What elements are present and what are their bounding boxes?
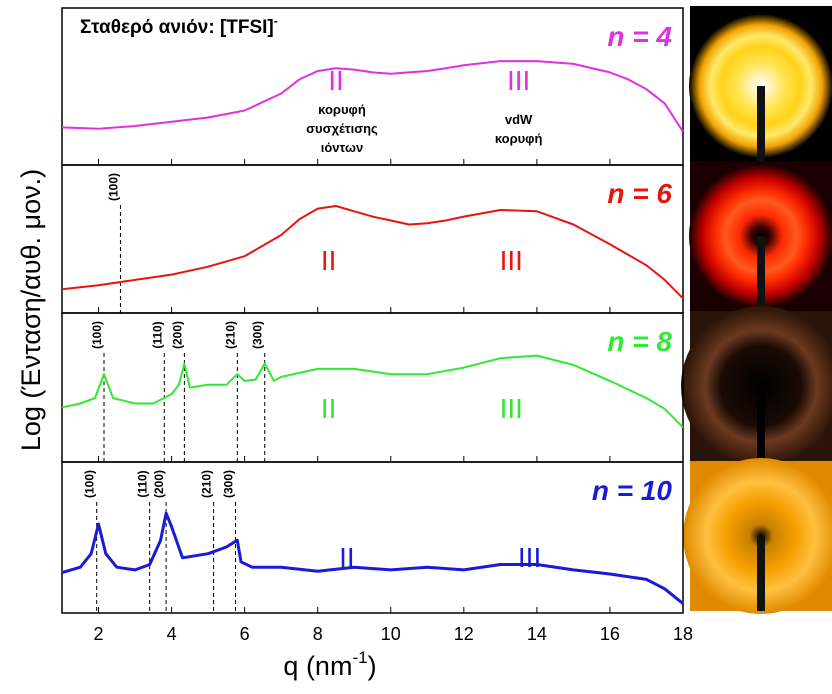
peak-annotation: vdW	[505, 112, 533, 127]
peak-label: II	[339, 542, 355, 573]
reflection-label: (100)	[83, 470, 97, 498]
reflection-label: (210)	[223, 321, 237, 349]
peak-label: II	[328, 65, 344, 96]
beamstop	[757, 536, 765, 611]
beamstop	[757, 236, 765, 311]
series-line	[61, 60, 684, 133]
x-tick-label: 8	[313, 624, 323, 644]
peak-label: III	[500, 393, 523, 424]
y-axis-label: Log (Ένταση/αυθ. μον.)	[16, 169, 46, 451]
x-label-text: q (nm	[283, 651, 352, 681]
reflection-label: (100)	[106, 173, 120, 201]
reflection-label: (100)	[90, 321, 104, 349]
reflection-label: (300)	[222, 470, 236, 498]
x-tick-label: 12	[454, 624, 474, 644]
peak-label: II	[321, 245, 337, 276]
panel-frame	[61, 164, 684, 314]
peak-annotation: συσχέτισης	[306, 121, 378, 136]
peak-label: III	[500, 245, 523, 276]
x-tick-label: 10	[381, 624, 401, 644]
x-label-end: )	[368, 651, 377, 681]
peak-label: II	[321, 393, 337, 424]
chart-title: Σταθερό ανιόν: [TFSI]-	[80, 14, 278, 38]
peak-annotation: ιόντων	[321, 140, 363, 155]
reflection-label: (200)	[170, 321, 184, 349]
series-line	[61, 354, 684, 429]
reflection-label: (110)	[136, 470, 150, 497]
beamstop	[757, 86, 765, 161]
x-axis-label: q (nm-1)	[283, 648, 376, 681]
peak-label: III	[518, 542, 541, 573]
title-text: Σταθερό ανιόν: [TFSI]	[80, 17, 274, 38]
x-tick-label: 2	[94, 624, 104, 644]
reflection-label: (110)	[150, 321, 164, 348]
reflection-label: (210)	[200, 470, 214, 498]
panel-frame	[61, 461, 684, 614]
peak-annotation: κορυφή	[495, 131, 543, 146]
scattering-images	[681, 6, 832, 614]
series-line	[61, 205, 684, 300]
x-tick-label: 6	[240, 624, 250, 644]
x-tick-label: 16	[600, 624, 620, 644]
panel-label: n = 8	[607, 326, 672, 357]
series-line	[61, 511, 684, 605]
reflection-label: (300)	[251, 321, 265, 349]
panel-label: n = 4	[607, 21, 672, 52]
x-tick-label: 18	[673, 624, 693, 644]
peak-annotation: κορυφή	[318, 102, 366, 117]
x-tick-label: 4	[167, 624, 177, 644]
panel-label: n = 10	[592, 475, 673, 506]
x-label-sup: -1	[352, 648, 367, 667]
peak-label: III	[507, 65, 530, 96]
beamstop	[757, 386, 765, 461]
reflection-label: (200)	[152, 470, 166, 498]
panel-label: n = 6	[607, 178, 672, 209]
title-sup: -	[274, 14, 278, 28]
x-tick-label: 14	[527, 624, 547, 644]
saxs-pattern	[681, 306, 832, 466]
